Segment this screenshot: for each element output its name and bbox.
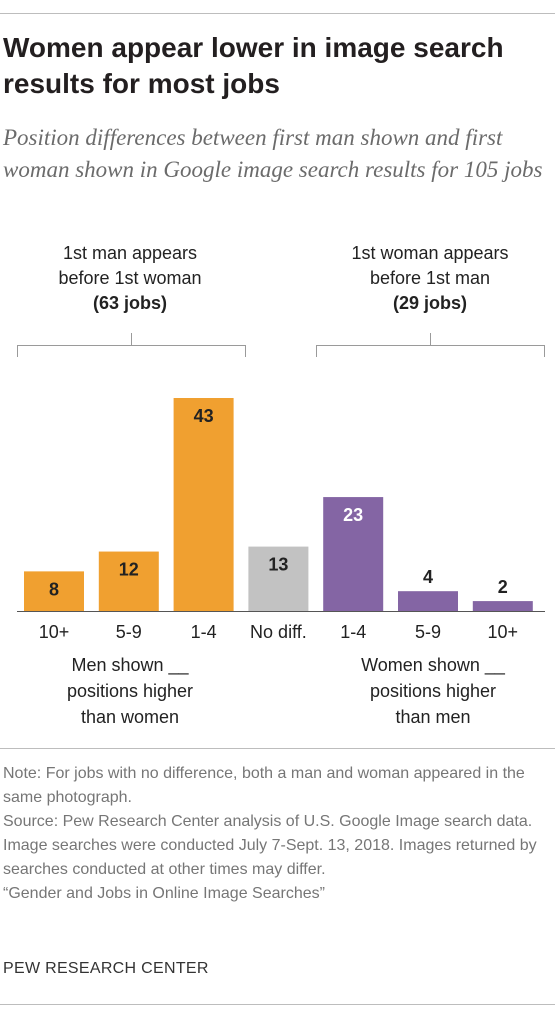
- x-tick-label-6: 10+: [488, 622, 519, 642]
- bar-value-label-5: 4: [423, 567, 433, 587]
- bar-women-6: [472, 601, 533, 611]
- sublabel-men-line2: positions higher: [66, 681, 194, 701]
- x-tick-label-3: No diff.: [250, 622, 307, 642]
- chart-title: Women appear lower in image search resul…: [3, 32, 504, 99]
- sublabel-women-line2: positions higher: [369, 681, 497, 701]
- bracket-men: [17, 333, 246, 357]
- bar-women-5: [398, 591, 458, 611]
- sublabel-men: Men shown __ positions higher than women: [20, 652, 240, 730]
- x-tick-label-1: 5-9: [116, 622, 142, 642]
- bar-value-label-3: 13: [268, 555, 288, 575]
- group-label-women-line2: before 1st man: [369, 268, 491, 288]
- group-label-men-count: (63 jobs): [92, 293, 167, 313]
- bar-women-4: [323, 497, 384, 611]
- group-label-men-line2: before 1st woman: [58, 268, 202, 288]
- bracket-women: [316, 333, 545, 357]
- bar-none-3: [248, 546, 309, 611]
- group-label-women-count: (29 jobs): [392, 293, 467, 313]
- group-label-men: 1st man appears before 1st woman (63 job…: [0, 241, 260, 316]
- group-label-women: 1st woman appears before 1st man (29 job…: [300, 241, 555, 316]
- x-tick-label-2: 1-4: [191, 622, 217, 642]
- bar-men-0: [24, 571, 84, 611]
- pew-logo-text: PEW RESEARCH CENTER: [3, 960, 209, 977]
- source-text: Source: Pew Research Center analysis of …: [3, 813, 537, 878]
- x-tick-label-0: 10+: [39, 622, 70, 642]
- bar-value-label-0: 8: [49, 579, 59, 599]
- sublabel-women-line3: than men: [395, 707, 471, 727]
- bar-men-2: [173, 398, 234, 611]
- sublabel-men-line1: Men shown __: [71, 655, 189, 675]
- bar-value-label-6: 2: [498, 577, 508, 597]
- notes-block: Note: For jobs with no difference, both …: [3, 762, 551, 906]
- x-tick-label-4: 1-4: [340, 622, 366, 642]
- sublabel-women: Women shown __ positions higher than men: [318, 652, 548, 730]
- bottom-rule: [0, 1004, 555, 1005]
- group-label-women-line1: 1st woman appears: [351, 243, 509, 263]
- bar-men-1: [98, 551, 159, 611]
- bar-value-label-2: 43: [194, 406, 214, 426]
- x-tick-labels: 10+ 5-9 1-4 No diff. 1-4 5-9 10+: [39, 622, 518, 642]
- bar-chart: 8 12 43 13 23 4 2 10+ 5-9 1-4 No diff. 1-4 5-9 10+: [17, 333, 545, 642]
- bars-layer: 8 12 43 13 23 4 2: [24, 398, 533, 611]
- top-rule: [0, 13, 555, 14]
- notes-rule: [0, 748, 555, 749]
- group-label-men-line1: 1st man appears: [62, 243, 198, 263]
- chart-subtitle: Position differences between first man s…: [3, 125, 543, 182]
- note-text: Note: For jobs with no difference, both …: [3, 765, 525, 806]
- report-title: “Gender and Jobs in Online Image Searche…: [3, 885, 325, 902]
- bar-value-label-1: 12: [119, 560, 139, 580]
- x-tick-label-5: 5-9: [415, 622, 441, 642]
- sublabel-men-line3: than women: [80, 707, 180, 727]
- bar-value-label-4: 23: [343, 505, 363, 525]
- sublabel-women-line1: Women shown __: [361, 655, 505, 675]
